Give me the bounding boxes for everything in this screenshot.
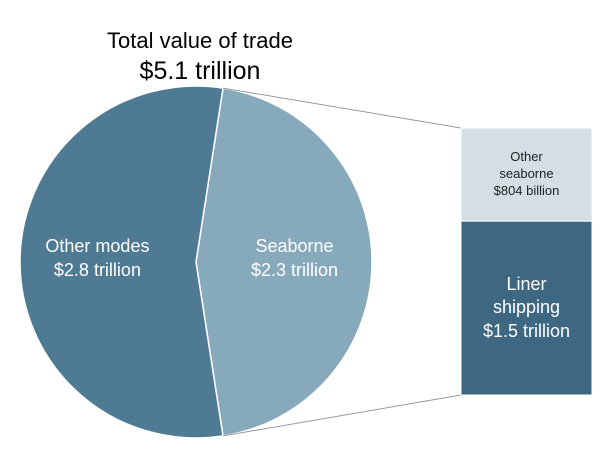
bar-segment bbox=[460, 127, 593, 222]
slice-value-label: $2.3 trillion bbox=[251, 260, 339, 280]
bar-label: Other seaborne bbox=[499, 149, 554, 182]
bar-label-group: Liner shipping $1.5 trillion bbox=[461, 221, 592, 395]
connector bbox=[222, 87, 462, 129]
chart-title: Total value of trade bbox=[107, 28, 293, 53]
slice-label: Seaborne bbox=[255, 236, 334, 256]
bar-label-group: Other seaborne $804 billion bbox=[461, 128, 592, 221]
pie-slice bbox=[195, 87, 373, 437]
bar-value-label: $804 billion bbox=[493, 183, 560, 199]
slice-value-label: $2.8 trillion bbox=[53, 260, 141, 280]
pie-slice bbox=[19, 85, 224, 439]
slice-label: Other modes bbox=[45, 236, 150, 256]
bar-segment bbox=[460, 220, 593, 396]
connector bbox=[222, 394, 462, 437]
bar-label: Liner shipping bbox=[492, 274, 561, 318]
chart-subtitle: $5.1 trillion bbox=[139, 57, 261, 85]
bar-value-label: $1.5 trillion bbox=[482, 320, 571, 341]
